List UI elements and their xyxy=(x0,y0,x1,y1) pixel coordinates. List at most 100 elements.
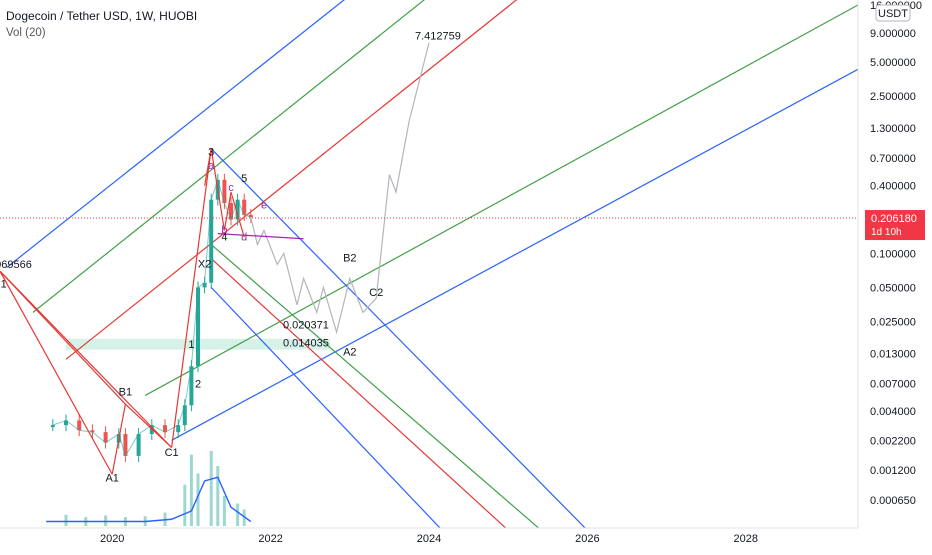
symbol-title[interactable]: Dogecoin / Tether USD, 1W, HUOBI xyxy=(6,9,198,23)
wave-label: C2 xyxy=(369,287,383,299)
wave-label: B2 xyxy=(343,252,356,264)
price-annotation: 0.069566 xyxy=(0,259,32,271)
pitchfork-line[interactable] xyxy=(144,4,858,396)
x-tick-label: 2026 xyxy=(575,533,599,545)
wave-line[interactable] xyxy=(204,148,212,186)
y-tick-label: 2.500000 xyxy=(870,91,916,103)
price-annotations: 0.069566 7.412759 0.020371 0.014035 xyxy=(0,31,461,350)
unit-label: USDT xyxy=(878,8,908,20)
x-axis: 2020 2022 2024 2026 2028 xyxy=(0,527,932,550)
volume-indicator-label[interactable]: Vol (20) xyxy=(6,27,46,39)
y-tick-label: 0.002200 xyxy=(870,435,916,447)
wave-labels: X1 A1 B1 C1 1 2 X2 3 a 4b c5 d e A2 B2 C2 xyxy=(0,146,383,484)
candle xyxy=(229,203,233,220)
pitchfork-line[interactable] xyxy=(210,258,508,531)
pitchfork-line[interactable] xyxy=(32,0,541,313)
candle xyxy=(136,434,141,456)
pitchfork-lines xyxy=(6,0,858,531)
price-countdown: 1d 10h xyxy=(871,227,902,238)
candle xyxy=(235,199,240,220)
candle xyxy=(222,179,227,204)
volume-pane xyxy=(46,451,252,526)
volume-bar xyxy=(104,515,108,526)
x-tick-label: 2028 xyxy=(734,533,758,545)
wave-label: e xyxy=(261,200,267,212)
candle xyxy=(123,434,128,456)
volume-bar xyxy=(209,451,213,526)
price-line xyxy=(52,178,251,458)
candle xyxy=(50,425,55,428)
x-axis-background xyxy=(0,528,932,550)
wave-label: B1 xyxy=(119,386,132,398)
unit-badge[interactable]: USDT xyxy=(875,4,911,22)
wave-line[interactable] xyxy=(223,192,232,231)
y-tick-label: 0.400000 xyxy=(870,181,916,193)
chart-header: Dogecoin / Tether USD, 1W, HUOBI Vol (20… xyxy=(6,9,197,41)
wave-line[interactable] xyxy=(111,404,126,475)
y-tick-label: 9.000000 xyxy=(870,28,916,40)
price-annotation: 7.412759 xyxy=(415,31,461,43)
wave-line[interactable] xyxy=(0,270,126,405)
wave-line[interactable] xyxy=(210,148,225,231)
volume-bar xyxy=(236,503,240,526)
wave-label: A1 xyxy=(105,472,118,484)
wave-label: A2 xyxy=(343,346,356,358)
current-price-badge[interactable]: 0.206180 1d 10h xyxy=(865,210,925,241)
unit-badge-box xyxy=(875,4,911,22)
wave-label: b xyxy=(221,225,227,237)
y-tick-label: 5.000000 xyxy=(870,57,916,69)
price-annotation: 0.014035 xyxy=(283,338,329,350)
y-tick-label: 0.025000 xyxy=(870,316,916,328)
candle xyxy=(176,425,181,433)
wave-label: 2 xyxy=(195,378,201,390)
pitchfork-line[interactable] xyxy=(210,286,442,530)
candle xyxy=(202,282,207,288)
wave-label: C1 xyxy=(165,447,179,459)
candle xyxy=(189,366,194,406)
y-tick-label: 0.100000 xyxy=(870,248,916,260)
x-tick-label: 2024 xyxy=(417,533,441,545)
candle xyxy=(77,420,82,431)
volume-bar xyxy=(196,473,200,526)
y-tick-label: 0.050000 xyxy=(870,282,916,294)
wave-label: c xyxy=(228,182,234,194)
wave-line[interactable] xyxy=(0,270,173,448)
candle xyxy=(209,199,214,283)
wave-line[interactable] xyxy=(0,270,113,475)
pitchfork-line[interactable] xyxy=(210,244,541,531)
y-tick-label: 0.000650 xyxy=(870,495,916,507)
current-price-value: 0.206180 xyxy=(871,213,917,225)
wave-line[interactable] xyxy=(230,191,245,238)
candle xyxy=(90,430,95,433)
pitchfork-line[interactable] xyxy=(171,68,858,441)
wave-line[interactable] xyxy=(171,148,212,448)
wave-label: 4 xyxy=(221,232,227,244)
pitchfork-line[interactable] xyxy=(210,148,587,531)
candle xyxy=(64,420,68,426)
x-tick-label: 2020 xyxy=(100,533,124,545)
projection-path[interactable] xyxy=(250,42,430,335)
wave-lines xyxy=(0,148,304,475)
x-tick-label: 2022 xyxy=(258,533,282,545)
wave-label: 3 xyxy=(208,146,214,158)
volume-bar xyxy=(64,514,68,526)
candle xyxy=(163,425,167,433)
wave-line[interactable] xyxy=(217,233,304,240)
volume-ma-line xyxy=(46,476,252,523)
y-tick-label: 0.004000 xyxy=(870,406,916,418)
projection-path-group xyxy=(250,42,430,335)
y-tick-label: 0.700000 xyxy=(870,153,916,165)
y-axis: 16.0000009.0000005.0000002.5000001.30000… xyxy=(857,0,932,550)
y-tick-label: 0.007000 xyxy=(870,379,916,391)
wave-label: X1 xyxy=(0,278,7,290)
candle xyxy=(182,405,187,426)
y-axis-background xyxy=(858,0,932,550)
wave-label: a xyxy=(208,160,215,172)
wave-label: d xyxy=(241,232,247,244)
pitchfork-line[interactable] xyxy=(6,0,462,269)
volume-bar xyxy=(216,466,220,526)
candle xyxy=(248,214,253,218)
pitchfork-line[interactable] xyxy=(65,0,634,360)
